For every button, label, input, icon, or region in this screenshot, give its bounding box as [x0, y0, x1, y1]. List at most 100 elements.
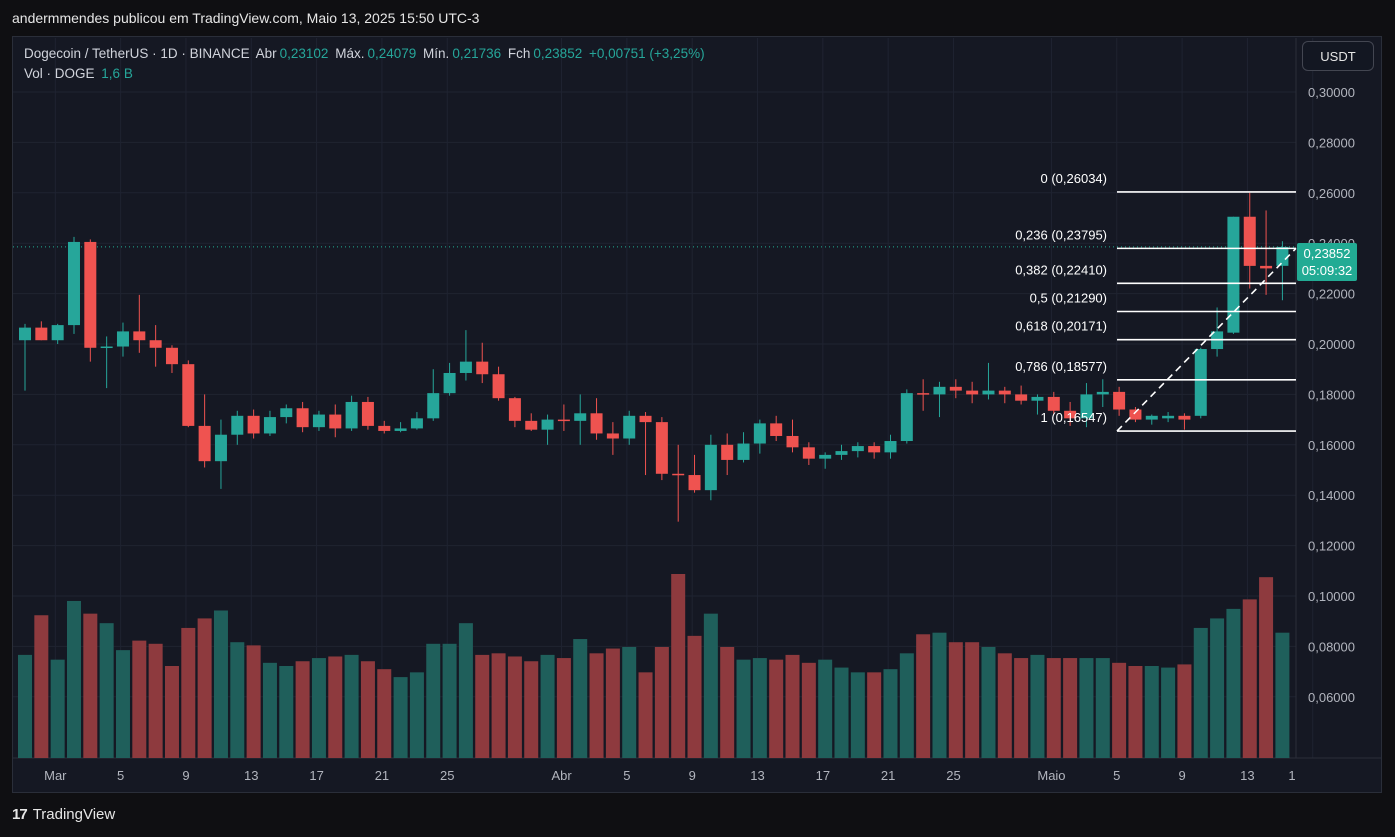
candle-body	[721, 444, 734, 460]
fib-level-label: 0 (0,26034)	[1041, 171, 1108, 186]
volume-value: 1,6 B	[101, 66, 133, 81]
candle-body	[1243, 216, 1256, 266]
candle-body	[851, 446, 864, 452]
symbol-title[interactable]: Dogecoin / TetherUS · 1D · BINANCE	[24, 46, 250, 61]
volume-bar	[1177, 664, 1192, 758]
candle-body	[247, 415, 260, 434]
volume-bar	[377, 669, 392, 758]
volume-bar	[524, 661, 539, 758]
volume-bar	[540, 654, 555, 758]
y-tick-label: 0,26000	[1308, 186, 1355, 201]
candle-body	[1129, 409, 1142, 420]
volume-bar	[197, 618, 212, 758]
last-price: 0,23852	[1303, 246, 1351, 261]
volume-bar	[213, 610, 228, 758]
currency-button[interactable]: USDT	[1302, 41, 1374, 71]
candle-body	[541, 419, 554, 430]
volume-bar	[279, 666, 294, 758]
candle-body	[557, 419, 570, 422]
low-value: 0,21736	[452, 46, 502, 61]
candle-body	[182, 364, 195, 426]
candle-body	[737, 443, 750, 460]
candle-body	[884, 441, 897, 453]
candle-body	[443, 372, 456, 394]
volume-bar	[246, 645, 261, 758]
candle-body	[133, 331, 146, 341]
candle-body	[1276, 246, 1289, 266]
volume-bar	[1063, 658, 1078, 758]
candle-body	[982, 390, 995, 395]
high-label: Máx.	[335, 46, 365, 61]
volume-bar	[850, 672, 865, 758]
volume-bar	[687, 635, 702, 758]
candle-body	[1113, 391, 1126, 410]
tradingview-brand[interactable]: 17 TradingView	[12, 806, 115, 823]
candle-body	[329, 414, 342, 429]
volume-bar	[867, 672, 882, 758]
x-tick-label: 17	[816, 768, 830, 783]
volume-bar	[605, 648, 620, 758]
volume-bar	[736, 659, 751, 758]
volume-bar	[1210, 618, 1225, 758]
volume-bar	[899, 653, 914, 758]
candle-body	[263, 417, 276, 434]
volume-bar	[1112, 662, 1127, 758]
volume-bar	[507, 656, 522, 758]
volume-bar	[426, 643, 441, 758]
x-tick-label: 5	[623, 768, 630, 783]
volume-bar	[638, 672, 653, 758]
candle-body	[1015, 394, 1028, 401]
y-tick-label: 0,30000	[1308, 85, 1355, 100]
candle-body	[802, 447, 815, 459]
volume-bar	[491, 653, 506, 758]
candle-body	[1064, 410, 1077, 419]
candle-body	[100, 346, 113, 349]
candle-body	[1031, 396, 1044, 401]
volume-bar	[115, 650, 130, 758]
volume-bar	[654, 646, 669, 758]
volume-bar	[230, 642, 245, 758]
volume-bar	[948, 642, 963, 758]
volume-bar	[834, 667, 849, 758]
fib-level-label: 1 (0,16547)	[1041, 410, 1108, 425]
candle-body	[1194, 349, 1207, 416]
candle-body	[786, 435, 799, 448]
candle-body	[35, 327, 48, 341]
volume-bar	[360, 661, 375, 758]
candle-body	[1260, 265, 1273, 269]
candle-body	[1145, 415, 1158, 420]
y-tick-label: 0,16000	[1308, 438, 1355, 453]
volume-bar	[1161, 667, 1176, 758]
candle-body	[688, 475, 701, 491]
fib-level-label: 0,5 (0,21290)	[1030, 290, 1107, 305]
candle-body	[835, 451, 848, 455]
candle-body	[770, 423, 783, 436]
x-tick-label: Abr	[551, 768, 572, 783]
fib-level-label: 0,786 (0,18577)	[1015, 359, 1107, 374]
volume-bar	[1275, 632, 1290, 758]
y-tick-label: 0,18000	[1308, 387, 1355, 402]
publish-caption: andermmendes publicou em TradingView.com…	[12, 10, 480, 26]
brand-name: TradingView	[32, 806, 116, 823]
x-tick-label: 13	[244, 768, 258, 783]
candle-body	[1047, 396, 1060, 411]
open-value: 0,23102	[279, 46, 329, 61]
candle-body	[378, 425, 391, 431]
y-tick-label: 0,22000	[1308, 287, 1355, 302]
x-tick-label: 9	[182, 768, 189, 783]
volume-bar	[164, 666, 179, 758]
candle-body	[214, 434, 227, 462]
candle-body	[1227, 216, 1240, 333]
fib-level-label: 0,382 (0,22410)	[1015, 262, 1107, 277]
volume-bar	[458, 623, 473, 758]
volume-bar	[262, 662, 277, 758]
volume-bar	[1079, 658, 1094, 758]
candle-body	[19, 327, 31, 341]
y-tick-label: 0,12000	[1308, 539, 1355, 554]
x-tick-label: 21	[881, 768, 895, 783]
candle-body	[476, 361, 489, 375]
volume-label[interactable]: Vol · DOGE	[24, 66, 95, 81]
y-tick-label: 0,10000	[1308, 589, 1355, 604]
volume-bar	[769, 659, 784, 758]
